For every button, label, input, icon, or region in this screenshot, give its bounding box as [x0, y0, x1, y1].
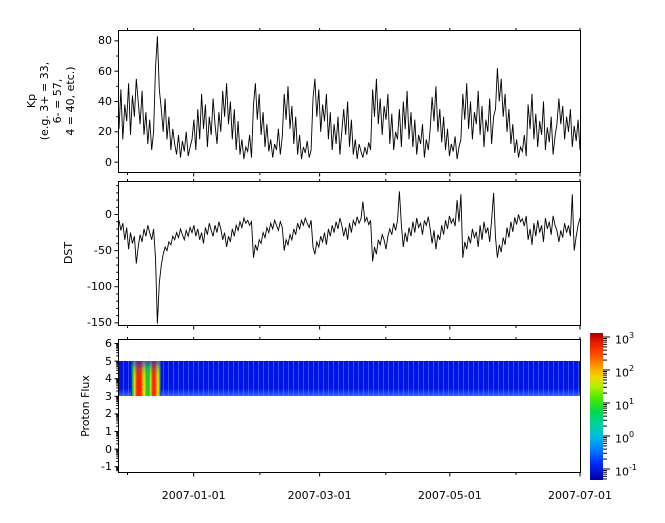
- kp-line-plot: [114, 28, 581, 177]
- proton-event-burst: [130, 361, 161, 397]
- y-tick-label: 0: [105, 208, 112, 221]
- y-tick-label: 40: [98, 95, 112, 108]
- y-tick-label: 5: [105, 354, 112, 368]
- kp-axis-label-line: (e.g. 3+ = 33,: [38, 61, 51, 141]
- proton-flux-axes: [114, 337, 581, 477]
- colorbar-tick-label: 103: [615, 331, 635, 347]
- colorbar-tick-label: 10-1: [615, 463, 637, 479]
- y-tick-label: 2: [105, 407, 112, 421]
- colorbar-tick-label: 102: [615, 364, 635, 380]
- y-tick-label: 0: [105, 155, 112, 169]
- y-tick-label: 20: [98, 125, 112, 139]
- y-tick-label: 60: [98, 64, 112, 78]
- y-tick-label: 1: [105, 425, 112, 439]
- y-tick-label: 6: [105, 337, 112, 351]
- dst-plot-panel: [114, 179, 581, 330]
- y-tick-label: 80: [98, 34, 112, 48]
- x-tick-label: 2007-07-01: [548, 489, 612, 502]
- kp-axis-label-line: Kp: [25, 93, 38, 109]
- kp-plot-panel: [114, 28, 581, 177]
- y-tick-label: -100: [87, 280, 112, 294]
- y-tick-label: -50: [94, 244, 112, 258]
- flux-colorbar: [590, 333, 603, 480]
- x-tick-label: 2007-01-01: [161, 489, 226, 502]
- y-tick-label: -150: [87, 316, 112, 330]
- x-tick-label: 2007-05-01: [417, 489, 482, 502]
- y-tick-label: -1: [101, 460, 112, 474]
- proton-flux-panel: [114, 337, 581, 477]
- y-tick-label: 3: [105, 389, 112, 403]
- y-tick-label: 4: [105, 372, 112, 386]
- y-tick-label: 0: [105, 442, 112, 456]
- colorbar-tick-label: 100: [615, 430, 635, 446]
- colorbar-ticks: [603, 336, 610, 480]
- proton-flux-band: [119, 361, 580, 397]
- x-tick-label: 2007-03-01: [287, 489, 352, 502]
- colorbar-tick-label: 101: [615, 397, 635, 413]
- dst-line-plot: [114, 179, 581, 330]
